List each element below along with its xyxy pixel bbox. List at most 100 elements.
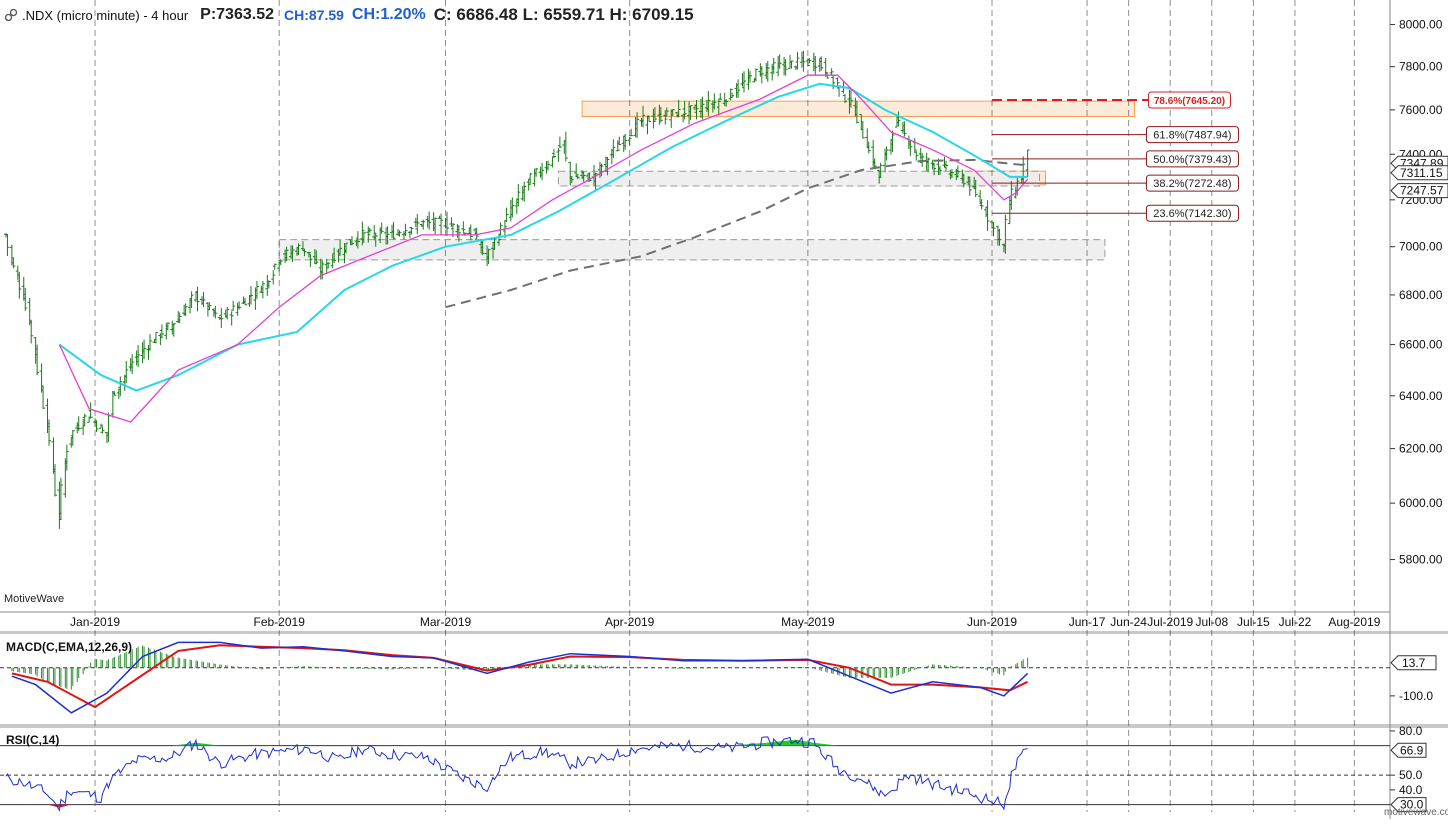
- candle: [569, 176, 574, 183]
- candle: [611, 139, 616, 159]
- candle: [912, 138, 917, 153]
- x-tick-label: Jul-08: [1195, 615, 1228, 629]
- candle: [385, 226, 390, 245]
- candle: [427, 211, 432, 230]
- candle: [367, 227, 372, 233]
- candle: [153, 331, 158, 344]
- macd-title: MACD(C,EMA,12,26,9): [6, 640, 133, 654]
- rsi-y-tick-label: 50.0: [1399, 768, 1423, 782]
- candle: [474, 227, 479, 240]
- candle: [747, 71, 752, 83]
- candle: [516, 183, 521, 207]
- candle: [706, 91, 711, 117]
- rsi-overbought-fill: [813, 742, 838, 746]
- candle: [336, 248, 341, 263]
- fib-label: 61.8%(7487.94): [1153, 130, 1231, 142]
- candle: [605, 156, 610, 176]
- y-tick-label: 6000.00: [1399, 496, 1443, 510]
- candle: [700, 96, 705, 120]
- candle: [670, 108, 675, 116]
- candle: [326, 262, 331, 268]
- panel-divider: [0, 631, 1448, 634]
- candle: [1021, 156, 1026, 184]
- candle: [896, 111, 901, 127]
- candle: [1003, 214, 1008, 254]
- y-tick-label: 8000.00: [1399, 18, 1443, 32]
- candle: [829, 68, 834, 75]
- candle: [635, 112, 640, 138]
- candle: [266, 280, 271, 289]
- candle: [248, 286, 253, 305]
- candle: [718, 93, 723, 100]
- candle: [979, 199, 984, 210]
- y-tick-label: 7000.00: [1399, 240, 1443, 254]
- candle: [813, 56, 818, 75]
- rsi-y-tick-label: 40.0: [1399, 783, 1423, 797]
- candle: [771, 57, 776, 75]
- candle: [866, 141, 871, 154]
- candle: [5, 234, 10, 257]
- candle: [581, 171, 586, 182]
- candle: [229, 311, 234, 326]
- candle: [688, 105, 693, 120]
- x-tick-label: Jun-24: [1110, 615, 1147, 629]
- candle: [967, 176, 972, 196]
- link-icon[interactable]: [4, 8, 18, 22]
- candle: [807, 58, 812, 64]
- candle: [237, 301, 242, 310]
- candle: [338, 239, 343, 255]
- candle: [302, 248, 307, 257]
- candle: [421, 219, 426, 230]
- candle: [789, 60, 794, 69]
- candle: [379, 222, 384, 234]
- candle: [332, 247, 337, 264]
- candle: [629, 128, 634, 137]
- panel-divider: [0, 724, 1448, 728]
- candle: [82, 413, 87, 426]
- y-tick-label: 5800.00: [1399, 553, 1443, 567]
- sma-long-line: [445, 158, 1028, 309]
- macd-value-label: 13.7: [1402, 656, 1426, 670]
- candle: [557, 136, 562, 149]
- candle: [272, 263, 277, 270]
- candle: [522, 181, 527, 202]
- candle: [902, 121, 907, 137]
- candle: [835, 77, 840, 87]
- symbol-label: .NDX (micro minute) - 4 hour: [22, 7, 189, 23]
- candle: [366, 226, 371, 243]
- candle: [118, 376, 123, 397]
- fib-label-box: [1147, 91, 1231, 109]
- candle: [41, 385, 46, 410]
- candle: [81, 418, 86, 436]
- candle: [397, 230, 402, 237]
- change-pct-label: CH:1.20%: [351, 6, 426, 23]
- candle: [415, 213, 420, 235]
- candle: [724, 99, 729, 107]
- rsi-title: RSI(C,14): [6, 733, 60, 747]
- candle: [831, 74, 836, 90]
- candle: [171, 323, 176, 337]
- candle: [617, 136, 622, 146]
- fib-label-box: [1145, 204, 1239, 222]
- candle: [361, 231, 366, 243]
- candle: [290, 245, 295, 263]
- candle: [492, 237, 497, 250]
- candle: [142, 339, 147, 360]
- candle: [943, 160, 948, 171]
- candle: [938, 167, 943, 175]
- y-tick-label: 6800.00: [1399, 288, 1443, 302]
- candle: [70, 429, 75, 446]
- candle: [112, 391, 117, 396]
- fib-label: 78.6%(7645.20): [1154, 96, 1225, 107]
- candle: [932, 163, 937, 176]
- x-tick-label: Aug-2019: [1328, 615, 1380, 629]
- candle: [130, 354, 135, 374]
- fib-label: 23.6%(7142.30): [1153, 208, 1231, 220]
- rsi-line: [5, 736, 1028, 812]
- fib-label: 38.2%(7272.48): [1153, 178, 1231, 190]
- candle: [991, 222, 996, 237]
- candle: [973, 179, 978, 198]
- candle: [189, 291, 194, 309]
